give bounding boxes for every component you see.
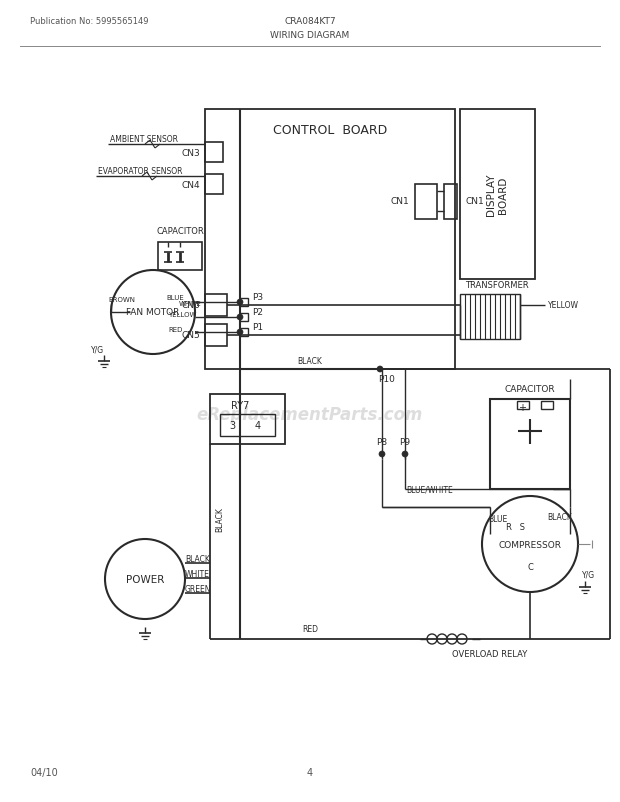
Bar <box>517 402 529 410</box>
Bar <box>541 402 553 410</box>
Bar <box>205 175 223 195</box>
Text: BROWN: BROWN <box>108 297 135 302</box>
Text: BLUE: BLUE <box>489 515 508 524</box>
Text: CRA084KT7: CRA084KT7 <box>284 18 336 26</box>
Text: FAN MOTOR: FAN MOTOR <box>126 308 180 317</box>
Text: R   S: R S <box>507 523 526 532</box>
Bar <box>240 298 248 306</box>
Text: C: C <box>527 563 533 572</box>
Text: EVAPORATOR SENSOR: EVAPORATOR SENSOR <box>98 168 182 176</box>
Bar <box>460 294 520 339</box>
Text: WHITE: WHITE <box>179 301 202 306</box>
Text: RED: RED <box>168 326 182 333</box>
Text: CN5: CN5 <box>181 331 200 340</box>
Bar <box>220 415 275 436</box>
Bar <box>415 184 437 220</box>
Text: Y/G: Y/G <box>91 345 104 354</box>
Text: POWER: POWER <box>126 574 164 585</box>
Text: TRANSFORMER: TRANSFORMER <box>465 280 529 290</box>
Text: 3: 3 <box>229 420 235 431</box>
Text: CN4: CN4 <box>182 180 200 189</box>
Text: BLACK: BLACK <box>298 357 322 366</box>
Bar <box>240 314 248 322</box>
Text: YELLOW: YELLOW <box>548 301 579 310</box>
Circle shape <box>379 452 385 457</box>
Text: BLACK: BLACK <box>547 512 572 522</box>
Circle shape <box>237 330 243 335</box>
Circle shape <box>237 314 243 321</box>
Text: AMBIENT SENSOR: AMBIENT SENSOR <box>110 136 178 144</box>
Text: +: + <box>518 403 526 412</box>
Text: P3: P3 <box>252 294 263 302</box>
Text: 04/10: 04/10 <box>30 767 58 777</box>
Text: 4: 4 <box>255 420 261 431</box>
Text: CN3: CN3 <box>181 148 200 157</box>
Text: DISPLAY
BOARD: DISPLAY BOARD <box>486 173 508 216</box>
Text: BLUE/WHITE: BLUE/WHITE <box>407 485 453 494</box>
Text: BLUE: BLUE <box>166 294 184 301</box>
Bar <box>210 395 285 444</box>
Text: 4: 4 <box>307 767 313 777</box>
Bar <box>490 399 570 489</box>
Circle shape <box>402 452 408 457</box>
Text: WHITE: WHITE <box>185 569 210 579</box>
Text: Y/G: Y/G <box>582 569 595 579</box>
Text: CN1: CN1 <box>465 197 484 206</box>
Text: CAPACITOR: CAPACITOR <box>505 385 556 394</box>
Text: BLACK: BLACK <box>185 555 210 564</box>
Bar <box>460 110 535 280</box>
Bar <box>205 325 227 346</box>
Bar <box>205 294 227 317</box>
Text: GREEN: GREEN <box>185 585 211 593</box>
Text: BLACK: BLACK <box>216 507 224 532</box>
Bar <box>240 329 248 337</box>
Bar <box>158 243 202 270</box>
Text: COMPRESSOR: COMPRESSOR <box>498 540 562 549</box>
Bar <box>205 143 223 163</box>
Circle shape <box>377 367 383 373</box>
Text: P8: P8 <box>376 438 388 447</box>
Bar <box>205 110 455 370</box>
Circle shape <box>237 300 243 306</box>
Text: CN6: CN6 <box>181 301 200 310</box>
Text: CAPACITOR: CAPACITOR <box>156 227 204 237</box>
Text: P2: P2 <box>252 308 263 317</box>
Text: RY7: RY7 <box>231 400 249 411</box>
Text: eReplacementParts.com: eReplacementParts.com <box>197 406 423 423</box>
Text: P1: P1 <box>252 323 263 332</box>
Text: P10: P10 <box>378 375 395 384</box>
Text: RED: RED <box>302 625 318 634</box>
Text: WIRING DIAGRAM: WIRING DIAGRAM <box>270 31 350 40</box>
Text: P9: P9 <box>399 438 410 447</box>
Text: YELLOW: YELLOW <box>168 312 197 318</box>
Text: Publication No: 5995565149: Publication No: 5995565149 <box>30 18 149 26</box>
Text: OVERLOAD RELAY: OVERLOAD RELAY <box>453 650 528 658</box>
Bar <box>444 184 457 220</box>
Text: CONTROL  BOARD: CONTROL BOARD <box>273 124 387 136</box>
Text: CN1: CN1 <box>390 197 409 206</box>
